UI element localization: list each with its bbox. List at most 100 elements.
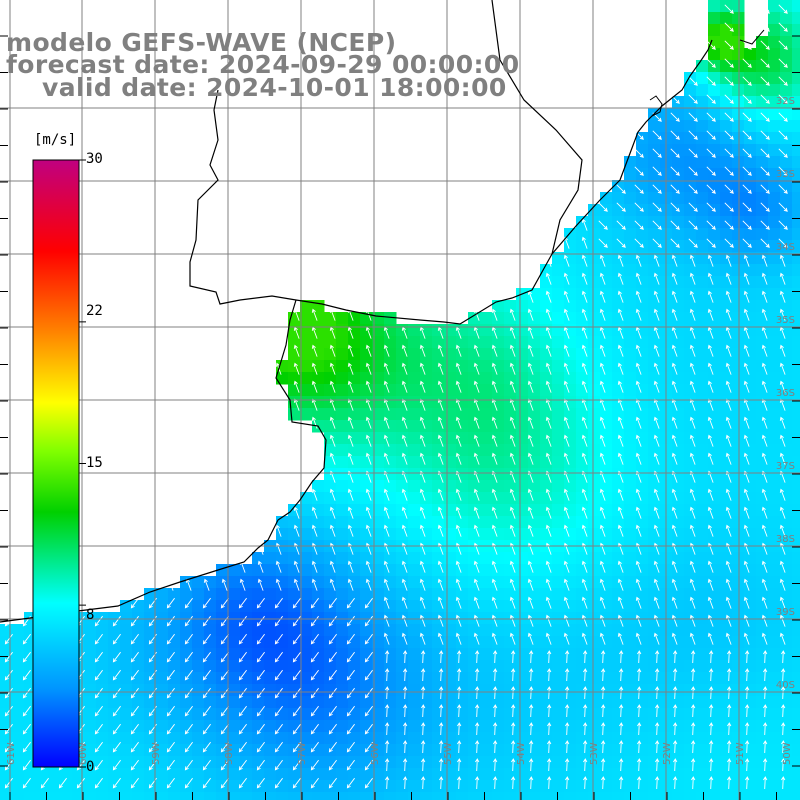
wind-speed-cell [624,672,637,685]
wind-speed-cell [408,708,421,721]
wind-speed-cell [624,636,637,649]
wind-speed-cell [408,768,421,781]
wind-speed-cell [732,156,745,169]
wind-speed-cell [564,600,577,613]
wind-arrow [707,632,714,645]
wind-speed-cell [732,384,745,397]
wind-arrow [707,560,714,573]
wind-speed-cell [600,336,613,349]
wind-speed-cell [768,36,781,49]
wind-speed-cell [540,336,553,349]
wind-speed-cell [780,12,793,25]
wind-speed-cell [768,624,781,637]
wind-speed-cell [636,456,649,469]
wind-speed-cell [768,708,781,721]
wind-speed-cell [624,180,637,193]
wind-speed-cell [288,612,301,625]
wind-arrow [329,578,336,591]
wind-arrow [545,254,552,267]
wind-speed-cell [12,768,25,781]
wind-speed-cell [744,336,757,349]
wind-arrow [563,308,570,321]
wind-arrow [689,560,696,573]
wind-speed-cell [768,480,781,493]
wind-speed-cell [516,696,529,709]
wind-speed-cell [624,444,637,457]
wind-speed-cell [408,636,421,649]
wind-speed-cell [564,684,577,697]
wind-speed-cell [408,552,421,565]
wind-speed-cell [108,756,121,769]
wind-arrow [475,722,480,736]
wind-arrow [545,506,552,519]
wind-arrow [529,668,534,682]
wind-speed-cell [252,624,265,637]
wind-arrow [130,741,139,753]
wind-arrow [581,578,588,591]
wind-arrow [491,398,498,411]
wind-speed-cell [588,744,601,757]
wind-speed-cell [0,756,13,769]
wind-arrow [509,506,516,519]
wind-speed-cell [588,228,601,241]
wind-arrow [547,650,552,664]
wind-speed-cell [600,720,613,733]
wind-arrow [274,597,283,609]
wind-arrow [760,220,770,230]
wind-speed-cell [648,708,661,721]
wind-arrow [691,686,696,700]
wind-speed-cell [636,492,649,505]
wind-speed-cell [732,444,745,457]
wind-arrow [563,380,570,393]
wind-speed-cell [516,384,529,397]
wind-arrow [329,524,336,537]
wind-arrow [385,668,390,682]
wind-arrow [725,614,732,627]
colorbar-unit: [m/s] [34,132,77,148]
wind-speed-cell [588,492,601,505]
wind-speed-cell [540,792,553,800]
wind-speed-cell [768,408,781,421]
wind-speed-cell [372,444,385,457]
wind-speed-cell [696,192,709,205]
wind-arrow [383,578,390,591]
wind-arrow [760,4,770,14]
wind-speed-cell [744,312,757,325]
wind-speed-cell [516,648,529,661]
wind-speed-cell [732,36,745,49]
wind-arrow [599,614,606,627]
wind-speed-cell [456,684,469,697]
wind-speed-cell [456,552,469,565]
wind-speed-cell [576,672,589,685]
wind-arrow [310,687,319,699]
wind-speed-cell [264,780,277,793]
wind-speed-cell [360,660,373,673]
wind-arrow [545,524,552,537]
wind-speed-cell [768,84,781,97]
wind-arrow [599,344,606,357]
wind-speed-cell [624,720,637,733]
wind-arrow [455,560,462,573]
wind-speed-cell [480,708,493,721]
wind-arrow [724,22,734,32]
wind-arrow [727,668,732,682]
wind-arrow [347,506,354,519]
wind-speed-cell [360,612,373,625]
wind-arrow [347,362,354,375]
wind-speed-cell [792,144,800,157]
wind-speed-cell [468,408,481,421]
wind-speed-cell [432,624,445,637]
wind-arrow [202,615,211,627]
wind-speed-cell [156,672,169,685]
wind-speed-cell [600,672,613,685]
wind-speed-cell [564,408,577,421]
wind-arrow [742,202,752,212]
wind-speed-cell [264,696,277,709]
wind-speed-cell [588,552,601,565]
wind-speed-cell [696,564,709,577]
wind-speed-cell [732,372,745,385]
wind-speed-cell [696,156,709,169]
wind-arrow [637,668,642,682]
wind-speed-cell [648,648,661,661]
wind-arrow [599,578,606,591]
